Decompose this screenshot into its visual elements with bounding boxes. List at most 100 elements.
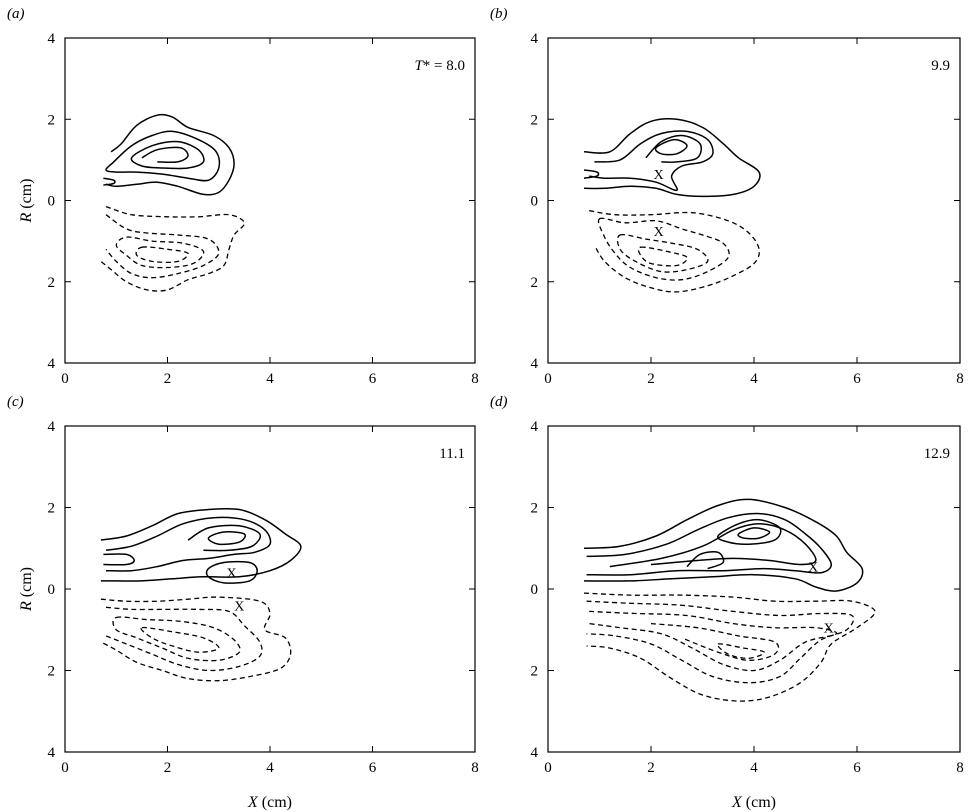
x-tick-label: 8 [956, 760, 964, 776]
y-axis-label: R (cm) [18, 567, 35, 612]
solid-contour-line [589, 130, 714, 192]
dashed-contour-line [105, 606, 263, 672]
solid-contour-line [586, 512, 833, 576]
plot-frame [64, 37, 476, 364]
x-tick-label: 6 [369, 371, 377, 387]
x-tick-label: 4 [266, 760, 274, 776]
y-tick-label: 2 [531, 664, 539, 680]
x-tick-label: 4 [750, 371, 758, 387]
y-tick-label: 2 [531, 501, 539, 517]
x-axis-label: X (cm) [247, 794, 292, 811]
dashed-contour-line [140, 626, 220, 653]
x-tick-label: 2 [164, 371, 172, 387]
plot-frame [64, 425, 476, 753]
dashed-contour-line [112, 616, 241, 662]
vortex-center-marker: X [654, 168, 664, 183]
y-tick-label: 2 [531, 275, 539, 291]
solid-contour-line [645, 134, 703, 163]
x-tick-label: 0 [544, 371, 552, 387]
panel-a: (a) T* = 8.0 0 2 4 6 8 4 2 0 2 4 R (cm) [7, 6, 479, 387]
plot-frame [547, 37, 961, 364]
vortex-center-marker: X [227, 567, 237, 582]
y-tick-label: 2 [48, 501, 56, 517]
y-tick-label: 2 [48, 112, 56, 128]
y-tick-label: 0 [48, 582, 56, 598]
solid-contour-line [141, 146, 189, 164]
x-tick-label: 8 [471, 371, 479, 387]
x-axis-label: X (cm) [731, 794, 776, 811]
x-tick-label: 6 [853, 371, 861, 387]
solid-contour-line [100, 507, 302, 582]
time-annotation: 9.9 [931, 58, 950, 74]
dashed-contour-line [589, 210, 760, 293]
x-tick-label: 8 [471, 760, 479, 776]
dashed-contour-line [597, 217, 730, 281]
dashed-contour-line [105, 214, 220, 279]
solid-contour-line [207, 531, 246, 546]
time-annotation: 11.1 [439, 446, 465, 462]
solid-contour-line [737, 527, 771, 540]
time-annotation: T* = 8.0 [414, 58, 465, 74]
vortex-center-marker: X [654, 225, 664, 240]
x-tick-label: 4 [266, 371, 274, 387]
dashed-contour-line [586, 600, 855, 684]
y-tick-label: 4 [48, 419, 56, 435]
y-tick-label: 4 [48, 745, 56, 761]
y-tick-label: 0 [531, 194, 539, 210]
x-tick-label: 2 [647, 371, 655, 387]
x-tick-label: 2 [647, 760, 655, 776]
solid-contour-line [716, 518, 782, 546]
solid-contour-line [583, 169, 600, 179]
dashed-contour-line [100, 596, 292, 682]
solid-contour-line [187, 524, 262, 552]
panel-label: (b) [490, 6, 508, 22]
contour-group [100, 507, 302, 682]
y-tick-label: 0 [531, 582, 539, 598]
y-tick-label: 2 [48, 664, 56, 680]
solid-contour-line [130, 140, 205, 170]
y-tick-label: 4 [48, 356, 56, 372]
x-tick-label: 4 [750, 760, 758, 776]
solid-contour-line [654, 138, 688, 156]
y-tick-label: 2 [48, 275, 56, 291]
x-tick-label: 0 [61, 760, 69, 776]
y-tick-label: 4 [531, 356, 539, 372]
solid-contour-line [103, 177, 116, 186]
panel-label: (c) [7, 394, 24, 410]
solid-contour-line [205, 560, 258, 584]
y-tick-label: 2 [531, 112, 539, 128]
solid-contour-line [686, 550, 725, 570]
panel-d: (d) 12.9 0 2 4 6 8 4 2 0 2 4 X X [490, 394, 964, 776]
contour-group [100, 113, 246, 292]
dashed-contour-line [650, 622, 780, 661]
dashed-contour-line [716, 643, 765, 659]
solid-contour-line [609, 523, 817, 568]
panel-c: (c) 11.1 0 2 4 6 8 4 2 0 2 4 R (cm) X X [7, 394, 479, 776]
vortex-center-marker: X [824, 622, 834, 637]
solid-contour-line [105, 130, 221, 182]
y-axis-label: R (cm) [18, 179, 35, 224]
y-tick-label: 4 [531, 419, 539, 435]
y-tick-label: 4 [531, 31, 539, 47]
x-tick-label: 6 [853, 760, 861, 776]
y-tick-label: 0 [48, 194, 56, 210]
vortex-center-marker: X [808, 561, 818, 576]
time-annotation: 12.9 [924, 446, 950, 462]
dashed-contour-line [637, 246, 688, 267]
panel-label: (d) [490, 394, 508, 410]
y-tick-label: 4 [531, 745, 539, 761]
solid-contour-line [583, 498, 864, 592]
solid-contour-line [105, 516, 272, 572]
x-tick-label: 2 [164, 760, 172, 776]
panel-label: (a) [7, 6, 25, 22]
panel-b: (b) 9.9 0 2 4 6 8 4 2 0 2 4 X X [490, 6, 964, 387]
x-tick-label: 0 [544, 760, 552, 776]
solid-contour-line [105, 113, 235, 196]
contour-group [583, 118, 761, 293]
dashed-contour-line [115, 236, 205, 269]
solid-contour-line [583, 118, 761, 198]
dashed-contour-line [616, 233, 709, 273]
dashed-contour-line [583, 592, 876, 702]
x-tick-label: 6 [369, 760, 377, 776]
